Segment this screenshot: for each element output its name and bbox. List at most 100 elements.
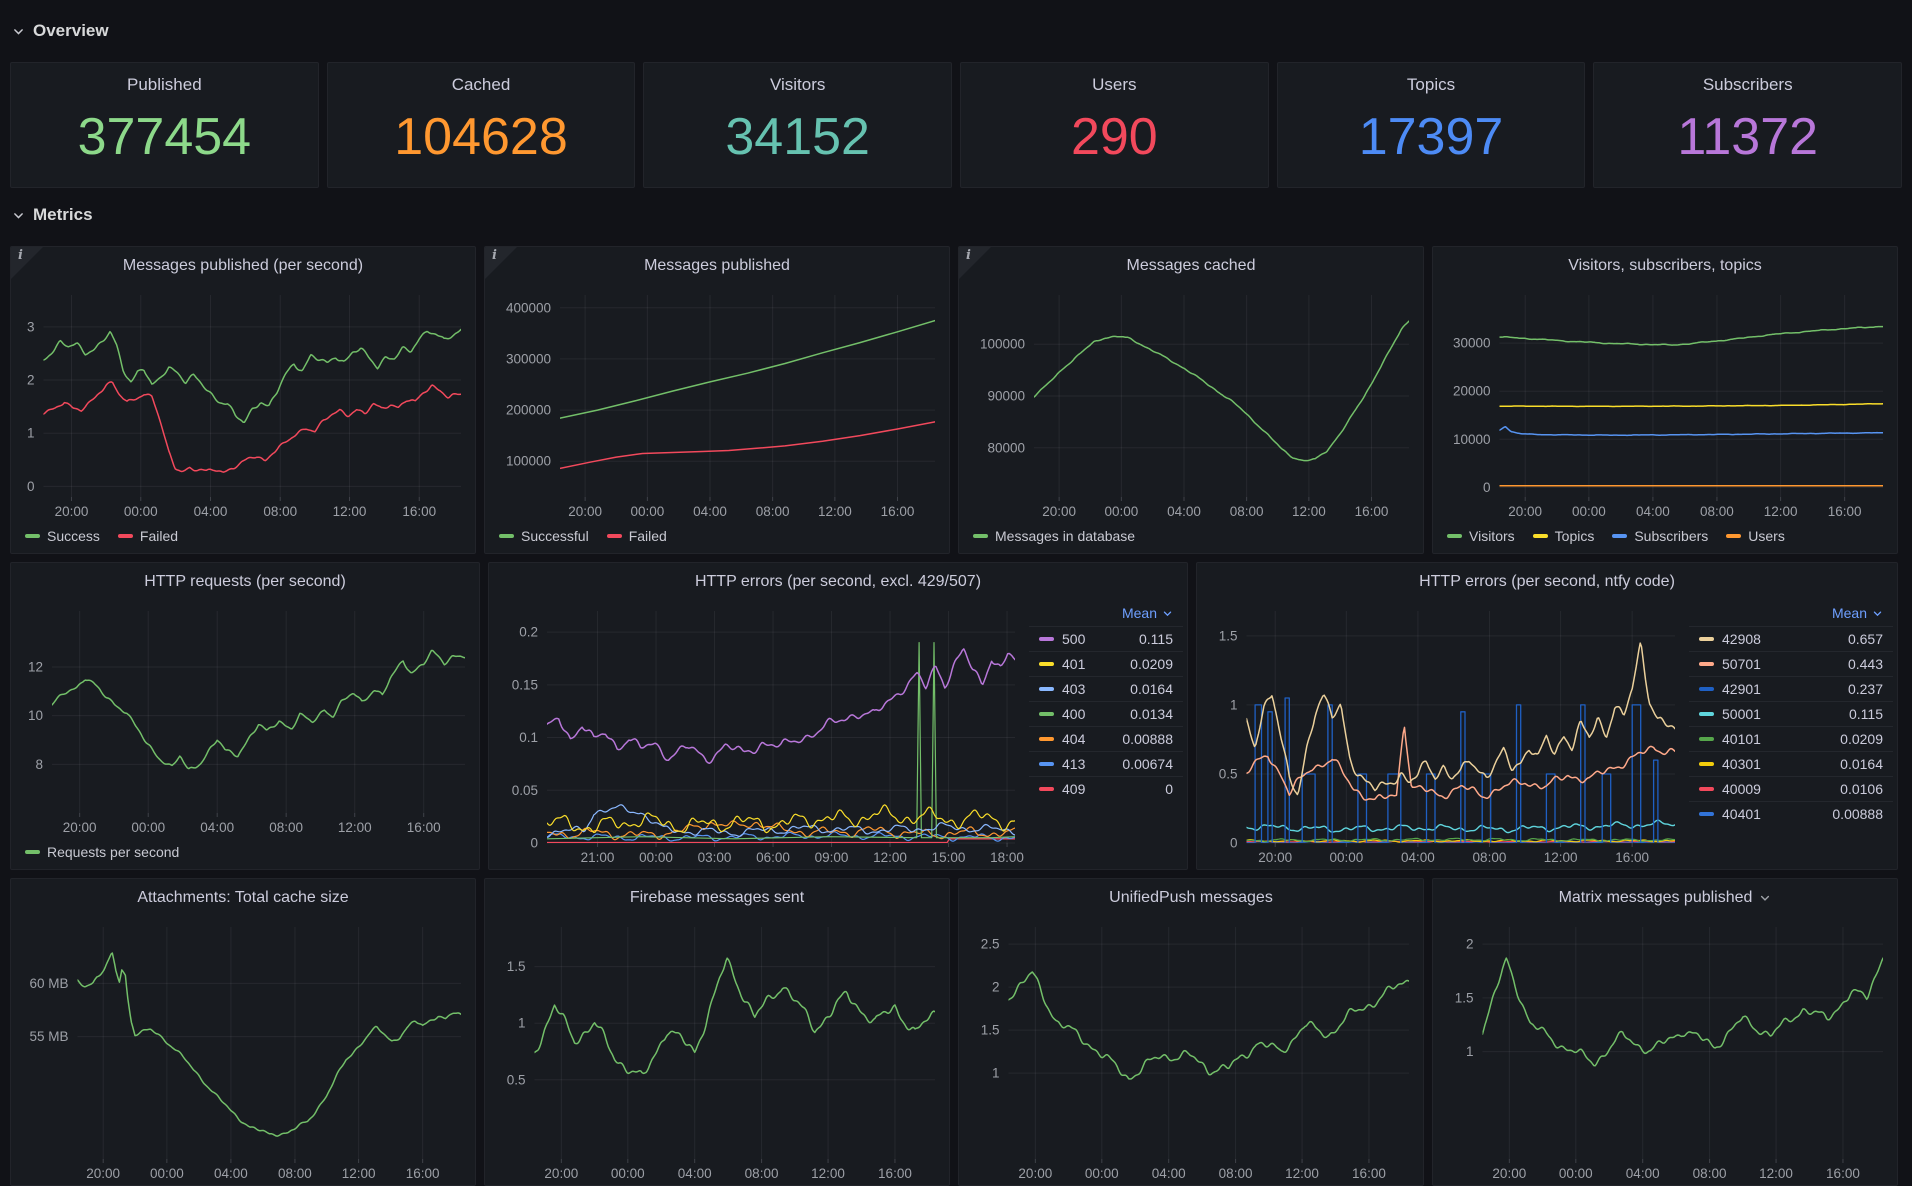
chart-body: 20:00 00:00 04:00 08:00 12:00 16:00 0 1 2 3 [11, 285, 475, 523]
series-mean-value: 0 [1165, 781, 1173, 797]
panel-title[interactable]: Attachments: Total cache size [137, 889, 349, 906]
legend-mean-header[interactable]: Mean [1029, 603, 1183, 626]
panel-title[interactable]: HTTP errors (per second, ntfy code) [1419, 573, 1675, 590]
legend-item-success[interactable]: Success [25, 528, 100, 544]
svg-text:00:00: 00:00 [639, 850, 673, 865]
series-mean-value: 0.0209 [1840, 731, 1883, 747]
series-name: 40101 [1722, 731, 1761, 747]
panel-firebase-messages: Firebase messages sent 20:00 00:00 04:00 08:… [484, 878, 950, 1186]
legend-row-401[interactable]: 401 0.0209 [1029, 651, 1183, 676]
legend-row-50001[interactable]: 50001 0.115 [1689, 701, 1893, 726]
chart-svg: 20:00 00:00 04:00 08:00 12:00 16:00 0 0.5 1 1.5 [1219, 611, 1675, 865]
series-line-successful [560, 319, 935, 419]
svg-text:18:00: 18:00 [990, 850, 1024, 865]
legend-row-404[interactable]: 404 0.00888 [1029, 726, 1183, 751]
legend-mean-header[interactable]: Mean [1689, 603, 1893, 626]
svg-text:2: 2 [1466, 937, 1474, 952]
chart-body: 20:00 00:00 04:00 08:00 12:00 16:00 1 1.5 2 [1433, 917, 1897, 1185]
svg-text:08:00: 08:00 [263, 504, 297, 519]
legend-row-409[interactable]: 409 0 [1029, 776, 1183, 801]
legend-row-40009[interactable]: 40009 0.0106 [1689, 776, 1893, 801]
panel-header: Firebase messages sent [485, 879, 949, 917]
chart-svg: 20:00 00:00 04:00 08:00 12:00 16:00 80000 90000… [980, 295, 1409, 519]
chart-canvas[interactable]: 20:00 00:00 04:00 08:00 12:00 16:00 8 10 12 [11, 601, 479, 839]
legend-row-42908[interactable]: 42908 0.657 [1689, 626, 1893, 651]
legend-item-users[interactable]: Users [1726, 528, 1785, 544]
chart-canvas[interactable]: 20:00 00:00 04:00 08:00 12:00 16:00 100000 2000… [485, 285, 949, 523]
series-mean-value: 0.0106 [1840, 781, 1883, 797]
panel-title[interactable]: Messages published (per second) [122, 257, 364, 274]
legend-item-messages-in-database[interactable]: Messages in database [973, 528, 1135, 544]
panel-title[interactable]: HTTP errors (per second, excl. 429/507) [694, 573, 982, 590]
svg-text:00:00: 00:00 [1559, 1166, 1593, 1181]
chart-canvas[interactable]: 20:00 00:00 04:00 08:00 12:00 16:00 0 0.5 1 1.5 [1197, 601, 1689, 869]
legend-row-500[interactable]: 500 0.115 [1029, 626, 1183, 651]
stat-title: Users [1092, 75, 1137, 94]
chart-canvas[interactable]: 20:00 00:00 04:00 08:00 12:00 16:00 55 MB 60 MB [11, 917, 475, 1185]
chart-canvas[interactable]: 20:00 00:00 04:00 08:00 12:00 16:00 0 10000 2000… [1433, 285, 1897, 523]
chart-canvas[interactable]: 20:00 00:00 04:00 08:00 12:00 16:00 80000 90000… [959, 285, 1423, 523]
chart-body: 21:00 00:00 03:00 06:00 09:00 12:00 15:00 18:00… [489, 601, 1187, 869]
panel-header: Messages published (per second) [11, 247, 475, 285]
series-color-swatch [1726, 534, 1742, 538]
panel-title[interactable]: Matrix messages published [1558, 889, 1753, 906]
legend-row-40401[interactable]: 40401 0.00888 [1689, 801, 1893, 826]
chart-body: 20:00 00:00 04:00 08:00 12:00 16:00 55 MB 60 MB [11, 917, 475, 1185]
svg-text:00:00: 00:00 [611, 1166, 645, 1181]
series-line-unifiedpush-messages [1008, 971, 1409, 1080]
stat-panel-topics: Topics 17397 [1276, 62, 1586, 188]
chart-canvas[interactable]: 20:00 00:00 04:00 08:00 12:00 16:00 1 1.5 2 2.5 [959, 917, 1423, 1185]
svg-text:0.5: 0.5 [507, 1072, 526, 1087]
legend-row-50701[interactable]: 50701 0.443 [1689, 651, 1893, 676]
svg-text:21:00: 21:00 [581, 850, 615, 865]
svg-text:08:00: 08:00 [278, 1166, 312, 1181]
panel-title[interactable]: Messages cached [1126, 257, 1256, 274]
panel-title[interactable]: UnifiedPush messages [1109, 889, 1273, 906]
series-mean-value: 0.0134 [1130, 706, 1173, 722]
panel-title[interactable]: Firebase messages sent [629, 889, 805, 906]
chart-canvas[interactable]: 20:00 00:00 04:00 08:00 12:00 16:00 1 1.5 2 [1433, 917, 1897, 1185]
legend-item-visitors[interactable]: Visitors [1447, 528, 1515, 544]
panel-header: Messages published [485, 247, 949, 285]
series-line-409 [547, 838, 1015, 843]
panel-title[interactable]: Visitors, subscribers, topics [1568, 257, 1762, 274]
svg-text:04:00: 04:00 [194, 504, 228, 519]
series-color-swatch [1039, 762, 1054, 766]
legend-item-failed[interactable]: Failed [117, 528, 178, 544]
series-color-swatch [1699, 787, 1714, 791]
svg-text:1: 1 [1230, 697, 1238, 712]
legend-row-403[interactable]: 403 0.0164 [1029, 676, 1183, 701]
legend-row-42901[interactable]: 42901 0.237 [1689, 676, 1893, 701]
stat-value: 11372 [1677, 108, 1819, 166]
legend-item-requests-per-second[interactable]: Requests per second [25, 844, 179, 860]
svg-text:20:00: 20:00 [63, 820, 97, 835]
legend-row-40301[interactable]: 40301 0.0164 [1689, 751, 1893, 776]
stat-value: 17397 [1358, 108, 1504, 166]
panel-title[interactable]: HTTP requests (per second) [144, 573, 346, 590]
legend-row-400[interactable]: 400 0.0134 [1029, 701, 1183, 726]
legend-item-topics[interactable]: Topics [1532, 528, 1595, 544]
legend-row-413[interactable]: 413 0.00674 [1029, 751, 1183, 776]
chart-svg: 20:00 00:00 04:00 08:00 12:00 16:00 0 1 2 3 [27, 295, 461, 519]
section-header-metrics[interactable]: Metrics [12, 204, 1902, 226]
chart-canvas[interactable]: 20:00 00:00 04:00 08:00 12:00 16:00 0.5 1 1.5 [485, 917, 949, 1185]
series-name: Topics [1554, 528, 1595, 544]
legend-mean-label: Mean [1121, 605, 1157, 621]
series-name: 50701 [1722, 656, 1761, 672]
section-header-overview[interactable]: Overview [12, 20, 1902, 42]
chart-canvas[interactable]: 21:00 00:00 03:00 06:00 09:00 12:00 15:00 18:00… [489, 601, 1029, 869]
series-mean-value: 0.0164 [1130, 681, 1173, 697]
legend-item-subscribers[interactable]: Subscribers [1612, 528, 1708, 544]
legend-item-successful[interactable]: Successful [499, 528, 589, 544]
panel-matrix-messages: Matrix messages published 20:00 00:00 04:00… [1432, 878, 1898, 1186]
svg-text:16:00: 16:00 [1355, 504, 1389, 519]
series-name: 40301 [1722, 756, 1761, 772]
panel-title[interactable]: Messages published [644, 257, 790, 274]
stat-value: 377454 [77, 108, 252, 166]
legend-row-40101[interactable]: 40101 0.0209 [1689, 726, 1893, 751]
svg-text:08:00: 08:00 [1700, 504, 1734, 519]
svg-text:0: 0 [1483, 480, 1491, 495]
chart-canvas[interactable]: 20:00 00:00 04:00 08:00 12:00 16:00 0 1 2 3 [11, 285, 475, 523]
legend-item-failed[interactable]: Failed [606, 528, 667, 544]
svg-text:08:00: 08:00 [756, 504, 790, 519]
